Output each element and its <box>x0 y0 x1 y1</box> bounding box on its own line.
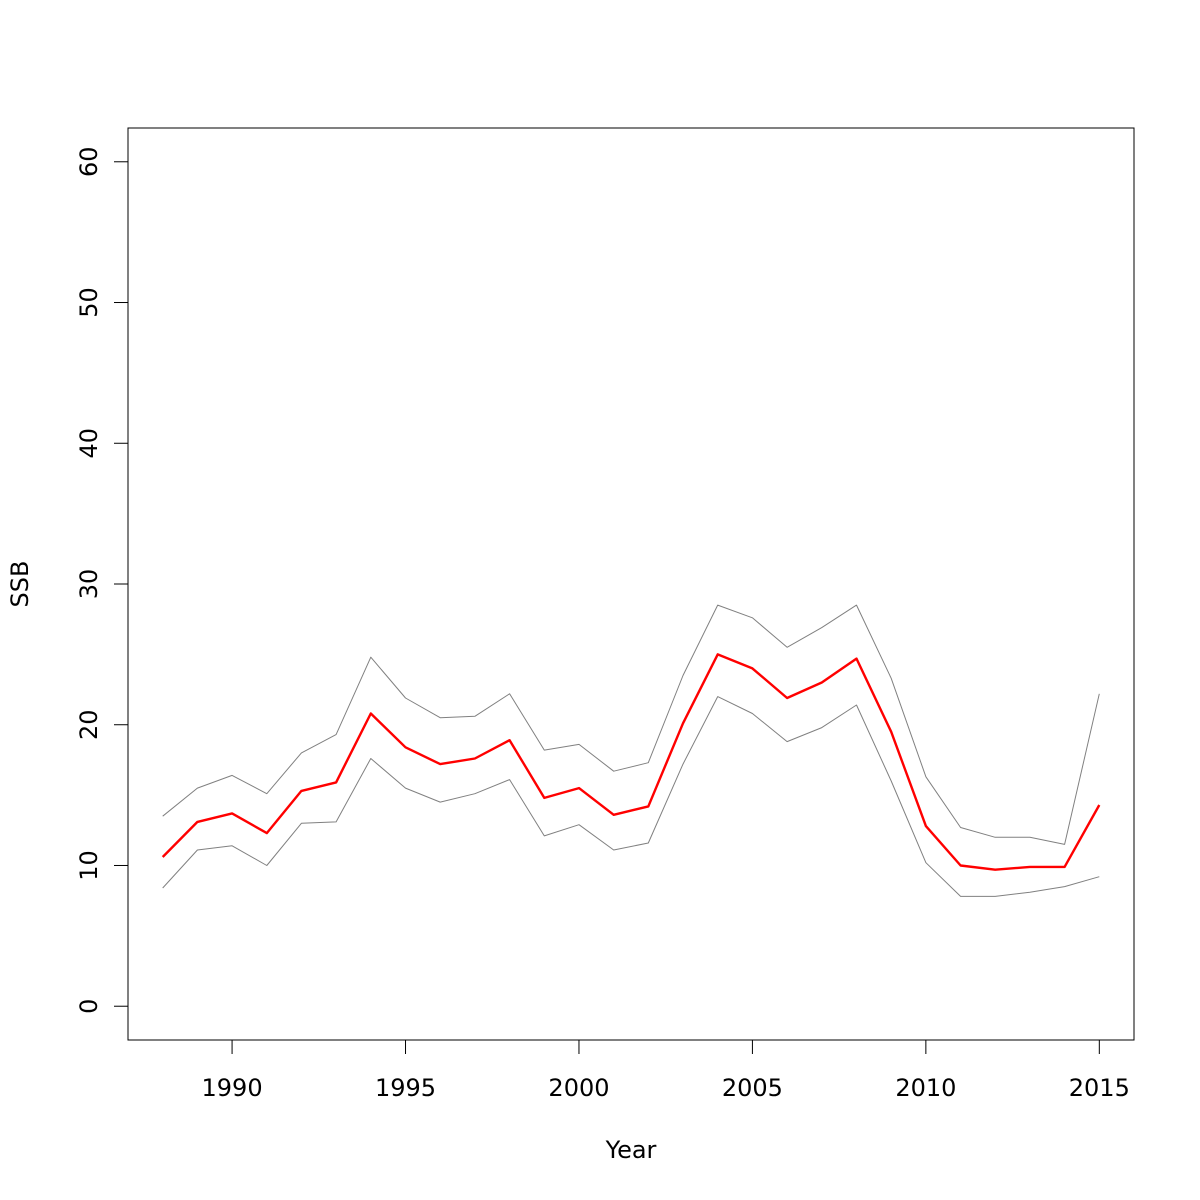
x-tick-label: 2000 <box>548 1074 609 1102</box>
y-axis-title: SSB <box>6 561 34 608</box>
x-tick-label: 2005 <box>722 1074 783 1102</box>
x-axis-title: Year <box>605 1136 657 1164</box>
x-tick-label: 2010 <box>895 1074 956 1102</box>
x-axis: 1990 1995 2000 2005 2010 2015 <box>202 1039 1130 1102</box>
series-layer <box>161 604 1101 897</box>
x-tick-label: 2015 <box>1069 1074 1130 1102</box>
x-tick-label: 1995 <box>375 1074 436 1102</box>
ssb-lower-bound-line <box>162 696 1100 897</box>
y-tick-label: 60 <box>75 147 103 178</box>
ssb-estimate-line <box>161 653 1101 871</box>
x-tick-label: 1990 <box>202 1074 263 1102</box>
y-tick-label: 10 <box>75 850 103 881</box>
ssb-upper-bound-line <box>162 604 1100 845</box>
y-axis: 0 10 20 30 40 50 60 <box>75 147 129 1014</box>
y-tick-label: 0 <box>75 999 103 1014</box>
y-tick-label: 50 <box>75 287 103 318</box>
y-tick-label: 40 <box>75 428 103 459</box>
y-tick-label: 30 <box>75 569 103 600</box>
y-tick-label: 20 <box>75 709 103 740</box>
